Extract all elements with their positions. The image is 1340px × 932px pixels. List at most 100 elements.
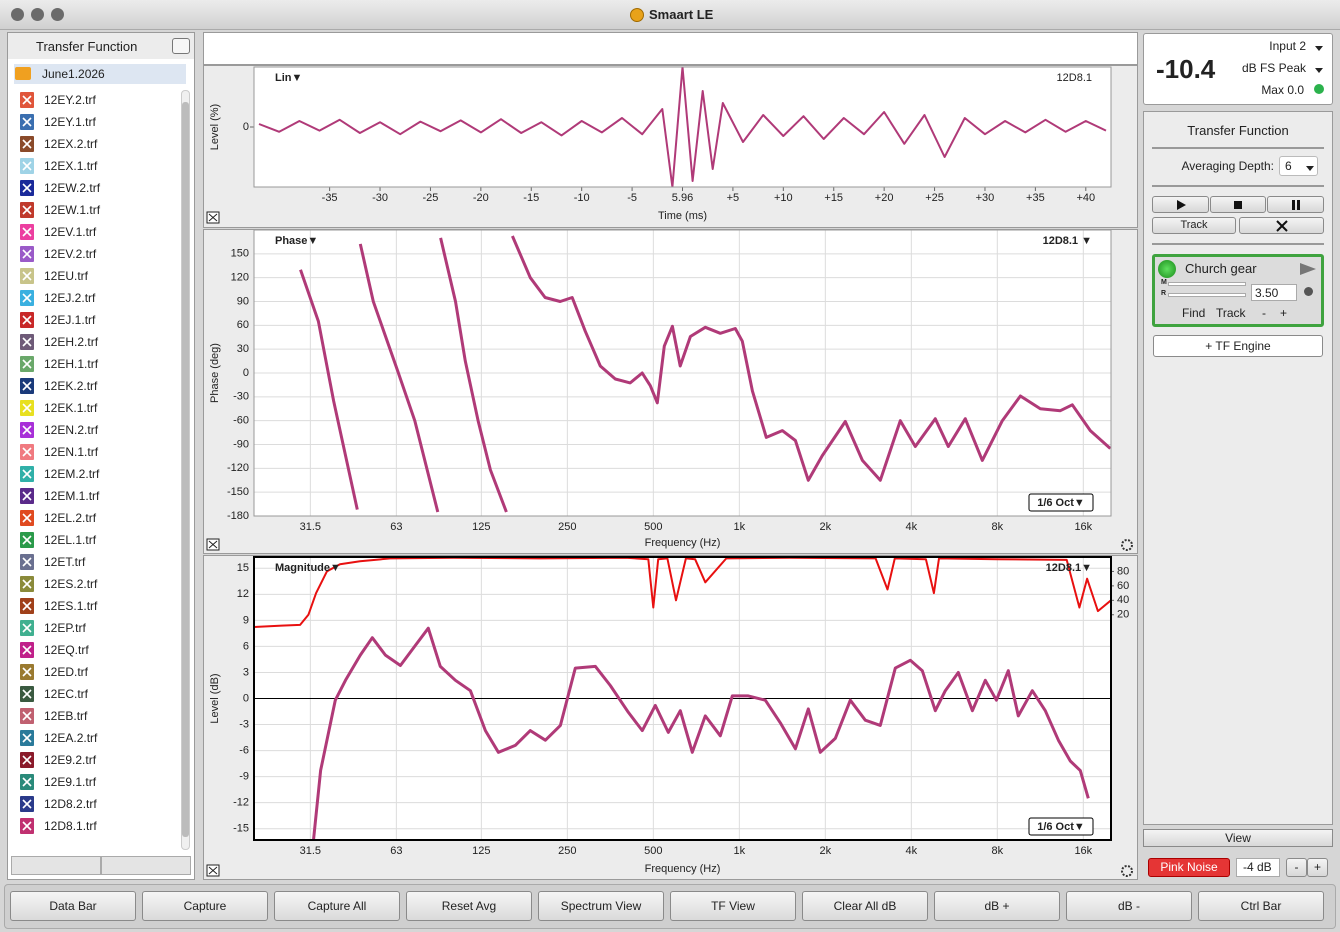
close-chart-icon[interactable] (206, 864, 220, 877)
file-name[interactable]: 12EK.2.trf (44, 379, 98, 393)
delay-plus[interactable]: + (1280, 306, 1288, 320)
zoom-button[interactable] (51, 8, 64, 21)
file-name[interactable]: 12ED.trf (44, 665, 89, 679)
settings-icon[interactable] (1121, 539, 1133, 551)
file-icon-glyph (22, 755, 32, 765)
add-engine-button[interactable]: + TF Engine (1153, 335, 1323, 357)
file-name[interactable]: 12EW.2.trf (44, 181, 101, 195)
toolbar-button[interactable]: dB - (1066, 891, 1192, 921)
generator-plus[interactable]: + (1307, 858, 1328, 877)
settings-icon[interactable] (1121, 865, 1133, 877)
file-name[interactable]: 12EL.2.trf (44, 511, 97, 525)
minimize-button[interactable] (31, 8, 44, 21)
file-name[interactable]: 12EH.2.trf (44, 335, 99, 349)
x-tick-label: 8k (992, 521, 1004, 533)
file-icon-glyph (22, 359, 32, 369)
y2-tick-label: 40 (1117, 594, 1129, 606)
play-icon (1176, 200, 1186, 210)
x-tick-label: +35 (1026, 192, 1045, 204)
file-name[interactable]: 12EW.1.trf (44, 203, 101, 217)
level-meter (1168, 293, 1246, 297)
engine-status[interactable] (1158, 260, 1176, 278)
divider (1152, 147, 1324, 149)
tools-button[interactable] (1239, 217, 1324, 234)
file-name[interactable]: 12E9.1.trf (44, 775, 97, 789)
file-name[interactable]: 12EJ.2.trf (44, 291, 96, 305)
x-tick-label: 250 (558, 521, 576, 533)
view-button[interactable]: View (1143, 829, 1333, 847)
info-button[interactable] (11, 856, 101, 875)
meter-r-label: R (1161, 290, 1167, 297)
close-button[interactable] (11, 8, 24, 21)
track-button[interactable]: Track (1152, 217, 1236, 234)
clip-indicator (1314, 84, 1324, 94)
play-button[interactable] (1152, 196, 1209, 213)
scrollbar-thumb[interactable] (182, 102, 189, 837)
x-tick-label: 1k (734, 521, 746, 533)
file-name[interactable]: 12EC.trf (44, 687, 89, 701)
file-name[interactable]: 12D8.1.trf (44, 819, 97, 833)
toolbar-button[interactable]: Ctrl Bar (1198, 891, 1324, 921)
sidebar-menu-button[interactable] (172, 38, 190, 54)
meter-max: Max 0.0 (1261, 83, 1304, 97)
file-name[interactable]: 12EM.1.trf (44, 489, 100, 503)
file-name[interactable]: 12EY.1.trf (44, 115, 96, 129)
file-name[interactable]: 12EL.1.trf (44, 533, 97, 547)
engine-play[interactable] (1299, 262, 1317, 276)
close-chart-icon[interactable] (206, 211, 220, 224)
file-name[interactable]: 12EK.1.trf (44, 401, 98, 415)
toolbar-button[interactable]: Reset Avg (406, 891, 532, 921)
file-name[interactable]: 12EQ.trf (44, 643, 89, 657)
toolbar-button[interactable]: Clear All dB (802, 891, 928, 921)
file-name[interactable]: 12E9.2.trf (44, 753, 97, 767)
file-name[interactable]: 12ES.2.trf (44, 577, 98, 591)
file-name[interactable]: 12EX.2.trf (44, 137, 98, 151)
file-name[interactable]: 12EV.2.trf (44, 247, 97, 261)
file-icon-glyph (22, 95, 32, 105)
generator-minus[interactable]: - (1286, 858, 1307, 877)
file-icon-glyph (22, 381, 32, 391)
delay-minus[interactable]: - (1262, 306, 1266, 320)
pause-button[interactable] (1267, 196, 1324, 213)
close-chart-icon[interactable] (206, 538, 220, 551)
file-name[interactable]: 12EJ.1.trf (44, 313, 96, 327)
file-name[interactable]: 12EM.2.trf (44, 467, 100, 481)
file-name[interactable]: 12EN.2.trf (44, 423, 99, 437)
file-name[interactable]: 12ES.1.trf (44, 599, 98, 613)
engine-track-button[interactable]: Track (1216, 306, 1246, 320)
delete-button[interactable] (101, 856, 191, 875)
delay-field[interactable] (1251, 284, 1297, 301)
pink-noise-button[interactable]: Pink Noise (1148, 858, 1230, 877)
file-name[interactable]: 12EA.2.trf (44, 731, 98, 745)
file-name[interactable]: 12EP.trf (44, 621, 86, 635)
file-name[interactable]: 12ET.trf (44, 555, 86, 569)
file-icon-glyph (22, 205, 32, 215)
toolbar-button[interactable]: Capture (142, 891, 268, 921)
stop-button[interactable] (1210, 196, 1266, 213)
file-name[interactable]: 12EY.2.trf (44, 93, 96, 107)
file-name[interactable]: 12EB.trf (44, 709, 88, 723)
generator-level-field[interactable] (1236, 858, 1280, 877)
tf-title: Transfer Function (1187, 123, 1289, 138)
toolbar-button[interactable]: Spectrum View (538, 891, 664, 921)
file-name[interactable]: 12EV.1.trf (44, 225, 97, 239)
x-tick-label: -5 (627, 192, 637, 204)
toolbar-button[interactable]: Capture All (274, 891, 400, 921)
toolbar-button[interactable]: dB + (934, 891, 1060, 921)
x-tick-label: 31.5 (300, 845, 321, 857)
file-name[interactable]: 12EU.trf (44, 269, 89, 283)
file-name[interactable]: 12D8.2.trf (44, 797, 97, 811)
folder-row[interactable] (14, 64, 186, 84)
toolbar-button[interactable]: Data Bar (10, 891, 136, 921)
y2-tick-label: 80 (1117, 565, 1129, 577)
meter-unit[interactable]: dB FS Peak (1241, 61, 1306, 75)
file-icon-glyph (22, 249, 32, 259)
file-name[interactable]: 12EX.1.trf (44, 159, 98, 173)
file-name[interactable]: 12EN.1.trf (44, 445, 99, 459)
toolbar-button[interactable]: TF View (670, 891, 796, 921)
find-button[interactable]: Find (1182, 306, 1206, 320)
x-tick-label: +15 (824, 192, 843, 204)
meter-input[interactable]: Input 2 (1269, 39, 1306, 53)
averaging-select[interactable] (1279, 156, 1318, 176)
file-name[interactable]: 12EH.1.trf (44, 357, 99, 371)
